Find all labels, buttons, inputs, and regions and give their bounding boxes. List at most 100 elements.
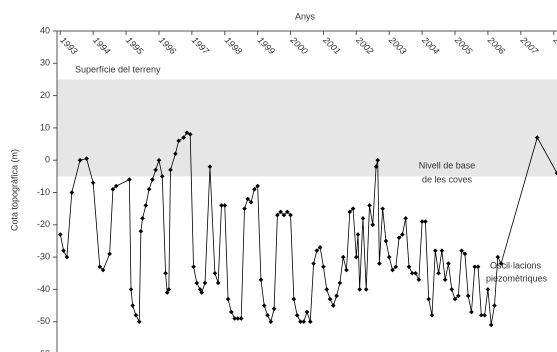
data-point (168, 167, 173, 173)
data-point (133, 312, 139, 318)
data-point (238, 316, 244, 321)
data-point (258, 277, 264, 283)
data-point (367, 203, 372, 208)
data-point (229, 309, 234, 315)
annotation: Nivell de base (419, 160, 476, 170)
data-point (138, 228, 144, 234)
data-point (127, 177, 132, 182)
data-point (84, 156, 89, 161)
data-point (419, 219, 425, 224)
data-point (462, 251, 468, 257)
data-point (143, 203, 149, 208)
data-point (498, 261, 504, 266)
data-point (225, 296, 231, 302)
data-point (426, 296, 432, 302)
data-point (357, 287, 362, 292)
data-point (456, 293, 461, 299)
data-point (166, 287, 172, 292)
data-point (265, 312, 270, 318)
data-point (416, 277, 422, 283)
data-point (360, 216, 366, 221)
x-tick-label: 2002 (354, 34, 376, 56)
data-point (347, 209, 353, 215)
data-point (370, 222, 376, 228)
data-point (403, 216, 408, 221)
data-point (219, 203, 224, 208)
data-point (146, 186, 152, 192)
data-point (248, 199, 254, 205)
annotation: Superfície del terreny (75, 64, 161, 74)
data-point (324, 287, 330, 292)
data-point (355, 232, 361, 237)
data-point (215, 280, 221, 286)
data-point (380, 206, 385, 211)
data-point (232, 316, 237, 321)
data-point (150, 177, 155, 182)
data-point (301, 319, 307, 324)
data-point (252, 186, 257, 192)
data-point (409, 270, 415, 276)
data-point (442, 277, 448, 283)
data-point (482, 312, 487, 318)
data-point (207, 164, 213, 169)
data-point (64, 254, 70, 260)
data-point (77, 157, 83, 163)
data-point (396, 235, 402, 241)
data-point (452, 296, 458, 302)
data-point (307, 319, 313, 324)
data-point (554, 170, 557, 176)
x-tick-label: 1999 (256, 35, 277, 56)
data-point (469, 309, 474, 315)
data-point (291, 296, 297, 302)
data-point (337, 280, 343, 286)
data-point (423, 219, 428, 224)
data-point (327, 296, 333, 302)
data-point (275, 212, 280, 218)
data-point (194, 280, 200, 286)
data-point (176, 138, 182, 144)
y-tick-label: 40 (40, 25, 50, 35)
x-tick-label: 1994 (91, 35, 112, 56)
data-point (100, 267, 106, 273)
data-point (110, 186, 116, 192)
annotation: Oscil·lacions (490, 260, 542, 270)
data-point (383, 238, 389, 244)
data-point (350, 206, 356, 211)
data-point (130, 303, 135, 308)
data-point (459, 248, 464, 253)
data-point (492, 303, 497, 308)
data-point (156, 157, 162, 163)
data-point (363, 287, 369, 292)
data-point (340, 254, 346, 260)
data-point (314, 248, 320, 253)
data-point (288, 212, 293, 218)
data-point (199, 290, 205, 295)
data-point (61, 248, 66, 253)
data-point (97, 264, 103, 270)
data-point (377, 261, 382, 266)
data-point (245, 196, 251, 202)
data-point (90, 180, 96, 186)
data-point (136, 319, 142, 324)
data-point (373, 164, 379, 169)
x-tick-label: 1995 (124, 35, 146, 57)
data-point (57, 232, 63, 237)
data-point (390, 267, 395, 273)
data-point (261, 303, 267, 308)
data-point (321, 264, 326, 270)
data-point (191, 264, 196, 270)
y-tick-label: -40 (37, 284, 50, 294)
x-tick-label: 1993 (58, 35, 79, 56)
data-point (406, 264, 412, 270)
annotation: de les coves (422, 174, 473, 184)
data-point (197, 287, 203, 292)
data-point (140, 216, 145, 221)
data-point (386, 254, 392, 260)
data-point (485, 287, 491, 292)
y-tick-label: -30 (37, 251, 50, 261)
data-point (495, 254, 501, 260)
x-tick-label: 2007 (518, 34, 541, 57)
data-point (159, 174, 165, 179)
y-axis-label: Cota topogràfica (m) (9, 149, 19, 231)
